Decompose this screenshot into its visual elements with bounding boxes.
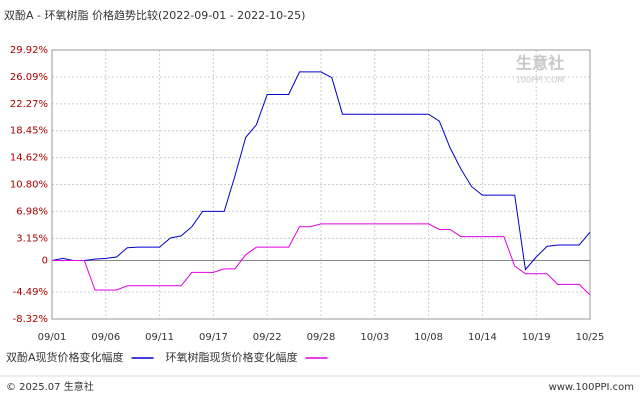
y-tick-label: -4.49% xyxy=(13,287,48,298)
x-tick-label: 09/11 xyxy=(145,332,174,343)
series-line xyxy=(52,223,591,296)
x-tick-label: 10/08 xyxy=(414,332,443,343)
footer-right: www.100PPI.com xyxy=(549,382,634,393)
y-tick-label: 18.45% xyxy=(10,126,48,137)
watermark: 生意社 xyxy=(516,54,564,73)
watermark-sub: 100PPI.COM xyxy=(516,76,565,85)
x-tick-label: 09/01 xyxy=(38,332,67,343)
y-tick-label: 22.27% xyxy=(10,99,48,110)
x-tick-label: 09/06 xyxy=(91,332,120,343)
x-tick-label: 10/03 xyxy=(360,332,389,343)
y-tick-label: -8.32% xyxy=(13,314,48,325)
x-tick-label: 10/19 xyxy=(522,332,551,343)
x-tick-label: 10/14 xyxy=(468,332,497,343)
footer-left: © 2025.07 生意社 xyxy=(6,380,94,393)
chart-title: 双酚A - 环氧树脂 价格趋势比较(2022-09-01 - 2022-10-2… xyxy=(4,8,305,22)
series-line xyxy=(51,71,591,271)
y-tick-label: 29.92% xyxy=(10,45,48,56)
y-tick-label: 6.98% xyxy=(16,206,48,217)
y-tick-label: 3.15% xyxy=(16,233,48,244)
y-tick-label: 0 xyxy=(42,255,48,266)
y-tick-label: 26.09% xyxy=(10,72,48,83)
plot-frame xyxy=(51,49,591,320)
x-tick-label: 09/22 xyxy=(253,332,282,343)
x-tick-label: 09/28 xyxy=(307,332,336,343)
y-tick-label: 14.62% xyxy=(10,153,48,164)
y-tick-label: 10.80% xyxy=(10,180,48,191)
legend-label: 双酚A现货价格变化幅度 xyxy=(6,350,124,364)
x-tick-label: 10/25 xyxy=(576,332,605,343)
legend-label: 环氧树脂现货价格变化幅度 xyxy=(166,350,298,364)
x-tick-label: 09/17 xyxy=(199,332,228,343)
